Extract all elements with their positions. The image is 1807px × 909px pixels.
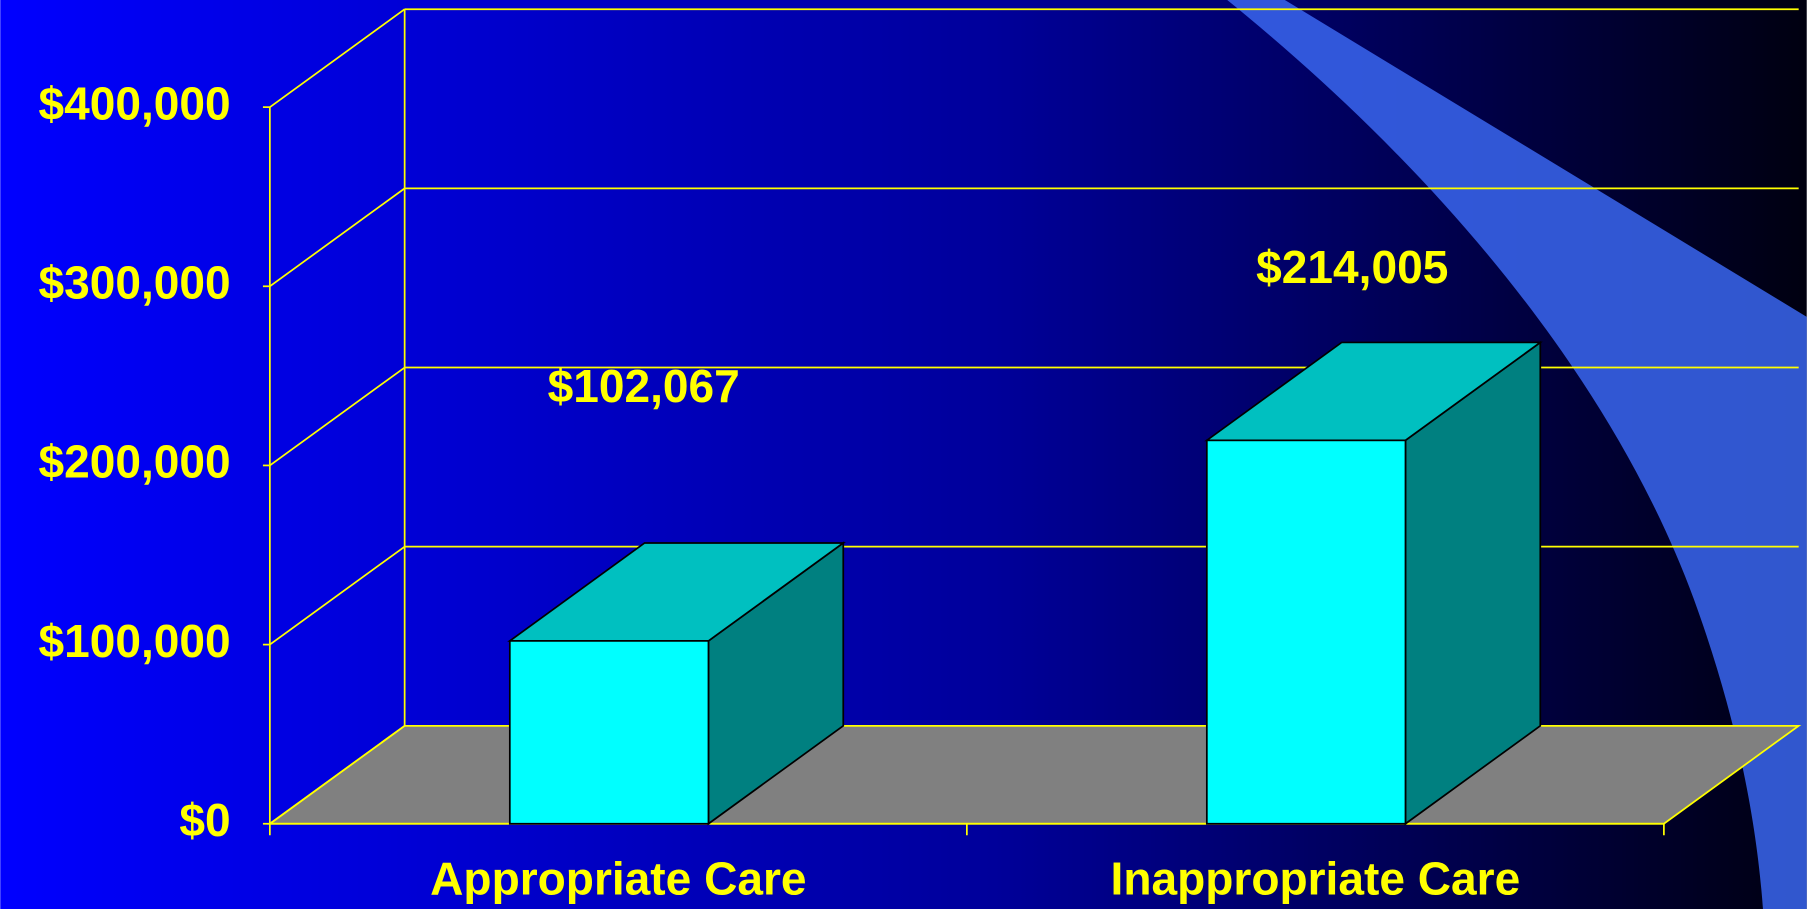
bar	[510, 641, 709, 824]
bar	[1207, 440, 1406, 823]
x-tick-label: Appropriate Care	[430, 853, 806, 905]
y-tick-label: $300,000	[38, 256, 230, 308]
value-label: $102,067	[548, 360, 740, 412]
y-tick-label: $0	[179, 794, 230, 846]
chart: $0 $100,000 $200,000 $300,000 $400,000 Approp…	[0, 0, 1807, 909]
page: {"chart_data": {"type": "bar3d", "catego…	[0, 0, 1807, 909]
y-tick-label: $100,000	[38, 615, 230, 667]
y-tick-label: $200,000	[38, 436, 230, 488]
y-tick-label: $400,000	[38, 77, 230, 129]
value-label: $214,005	[1256, 241, 1448, 293]
floor	[270, 726, 1799, 824]
x-tick-label: Inappropriate Care	[1111, 853, 1521, 905]
